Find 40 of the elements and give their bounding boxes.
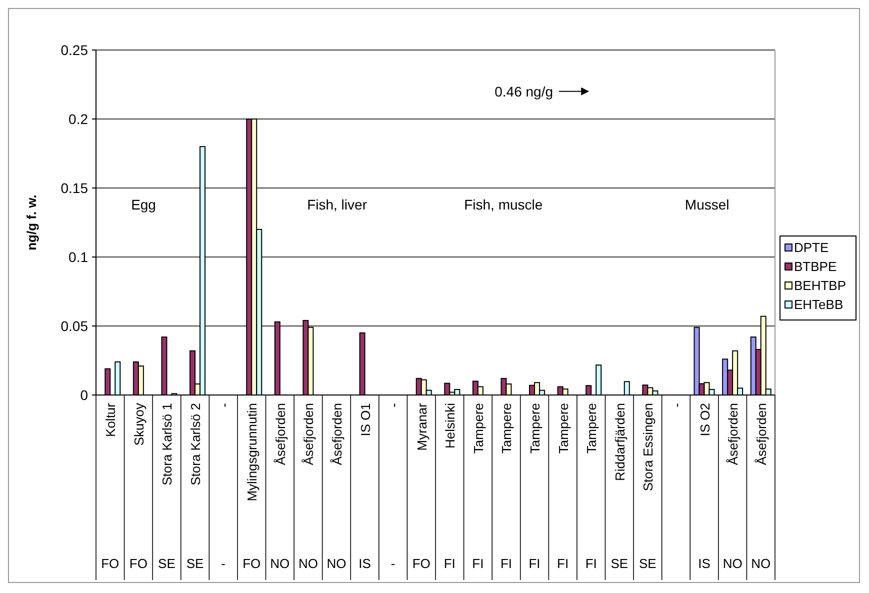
category-label: Stora Essingen SE bbox=[639, 403, 656, 571]
y-tick-label: 0.05 bbox=[60, 318, 88, 334]
category-label: Myranar FO bbox=[412, 403, 430, 571]
category-label: Koltur FO bbox=[101, 403, 120, 571]
y-tick-label: 0 bbox=[80, 387, 88, 403]
legend-label: DPTE bbox=[794, 240, 829, 255]
y-tick-label: 0.2 bbox=[68, 111, 88, 127]
legend-label: BTBPE bbox=[794, 259, 837, 274]
category-label: Helsinki FI bbox=[442, 403, 458, 571]
category-label: - - bbox=[216, 403, 232, 571]
x-tick-label: - bbox=[668, 403, 684, 408]
annotation: 0.46 ng/g bbox=[494, 83, 553, 100]
y-tick-label: 0.1 bbox=[68, 249, 88, 265]
category-label: Tampere FI bbox=[584, 403, 600, 571]
category-label: Stora Karlsö 2 SE bbox=[186, 403, 204, 571]
category-label: IS O2 IS bbox=[697, 403, 712, 571]
legend-label: EHTeBB bbox=[794, 297, 844, 312]
category-label: Åsefjorden NO bbox=[298, 403, 318, 571]
category-label: Tampere FI bbox=[499, 403, 514, 571]
category-label: Mylingsgrunnutin FO bbox=[242, 403, 261, 571]
category-label: Åsefjorden NO bbox=[270, 403, 290, 571]
annotation: Fish, muscle bbox=[464, 196, 543, 213]
annotation: Egg bbox=[131, 196, 156, 213]
y-axis-title: ng/g f. w. bbox=[24, 194, 39, 250]
y-tick-label: 0.15 bbox=[60, 180, 88, 196]
category-label: Åsefjorden NO bbox=[722, 403, 742, 571]
category-label: Tampere FI bbox=[470, 403, 486, 571]
category-label: Åsefjorden NO bbox=[751, 403, 771, 571]
category-label: Riddarfjärden SE bbox=[610, 403, 628, 571]
category-label: Åsefjorden NO bbox=[326, 403, 346, 571]
legend-label: BEHTBP bbox=[794, 278, 846, 293]
category-label: Stora Karlsö 1 SE bbox=[158, 403, 176, 571]
category-label: IS O1 IS bbox=[358, 403, 373, 571]
category-label: Tampere FI bbox=[556, 403, 571, 571]
annotation: Fish, liver bbox=[307, 196, 368, 213]
y-tick-label: 0.25 bbox=[60, 42, 88, 58]
annotation: Mussel bbox=[684, 196, 730, 213]
category-label: Tampere FI bbox=[528, 403, 543, 571]
category-label: Skuyoy FO bbox=[129, 403, 148, 571]
category-label: - - bbox=[386, 403, 402, 571]
